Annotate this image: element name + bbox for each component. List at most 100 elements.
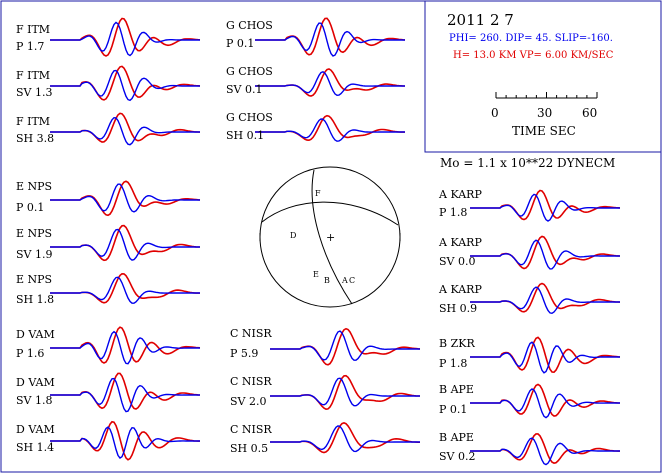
observed-waveform xyxy=(270,374,420,411)
phase-label: SV 0.2 xyxy=(439,450,475,463)
observed-waveform xyxy=(50,326,201,364)
station-label: A KARP xyxy=(438,283,482,296)
station-mark-E: E xyxy=(313,270,319,279)
station-label: E NPS xyxy=(16,180,52,193)
observed-waveform xyxy=(270,422,420,454)
station-label: D VAM xyxy=(16,423,55,436)
station-label: G CHOS xyxy=(226,111,273,124)
phase-label: SV 1.9 xyxy=(16,248,52,261)
waveform-panel xyxy=(470,336,621,374)
observed-waveform xyxy=(50,372,201,410)
observed-waveform xyxy=(470,189,621,221)
scale-label: TIME SEC xyxy=(512,124,576,138)
station-mark-C: C xyxy=(349,276,355,285)
observed-waveform xyxy=(50,17,201,57)
synthetic-waveform xyxy=(50,330,200,365)
synthetic-waveform xyxy=(255,71,405,97)
observed-waveform xyxy=(470,235,621,270)
observed-waveform xyxy=(50,272,200,304)
phase-label: SV 0.1 xyxy=(226,83,262,96)
phase-label: P 1.8 xyxy=(439,357,467,370)
phase-label: SH 3.8 xyxy=(16,132,54,145)
synthetic-waveform xyxy=(50,116,200,146)
waveform-panel xyxy=(470,189,621,222)
synthetic-waveform xyxy=(50,228,200,261)
waveform-panel xyxy=(270,422,420,454)
station-label: A KARP xyxy=(438,188,482,201)
synthetic-waveform xyxy=(270,377,420,407)
observed-waveform xyxy=(50,180,201,217)
observed-waveform xyxy=(255,114,405,142)
synthetic-waveform xyxy=(255,118,405,142)
scale-tick-30: 30 xyxy=(537,106,552,120)
station-label: G CHOS xyxy=(226,19,273,32)
station-label: F ITM xyxy=(16,69,50,82)
waveform-panel xyxy=(270,327,421,366)
seismic-moment: Mo = 1.1 x 10**22 DYNECM xyxy=(440,156,615,170)
phase-label: P 0.1 xyxy=(439,403,467,416)
station-label: E NPS xyxy=(16,227,52,240)
phase-label: SV 1.8 xyxy=(16,394,52,407)
station-label: B APE xyxy=(439,383,474,396)
nodal-plane-1 xyxy=(261,201,399,226)
synthetic-waveform xyxy=(50,183,200,213)
phase-label: SH 1.4 xyxy=(16,441,54,454)
phase-label: SH 1.8 xyxy=(16,293,54,306)
synthetic-waveform xyxy=(470,341,620,374)
waveform-panel xyxy=(50,272,200,304)
synthetic-waveform xyxy=(470,193,620,222)
synthetic-waveform xyxy=(270,330,420,361)
focal-mechanism-beachball: + F D E B A C xyxy=(259,166,401,308)
station-label: C NISR xyxy=(230,423,272,436)
station-label: D VAM xyxy=(16,376,55,389)
event-date: 2011 2 7 xyxy=(447,11,514,29)
phase-label: SV 2.0 xyxy=(230,395,266,408)
synthetic-waveform xyxy=(50,21,200,57)
waveform-panel xyxy=(50,326,201,365)
waveform-panel xyxy=(255,114,405,142)
waveform-panel xyxy=(470,433,620,466)
phase-label: SH 0.1 xyxy=(226,129,264,142)
depth-velocity: H= 13.0 KM VP= 6.00 KM/SEC xyxy=(453,50,614,61)
station-label: F ITM xyxy=(16,115,50,128)
waveform-panel xyxy=(255,68,405,97)
waveform-panel xyxy=(50,224,200,262)
waveform-panel xyxy=(270,374,420,411)
station-mark-A: A xyxy=(341,276,348,285)
waveform-panel xyxy=(470,282,621,315)
observed-waveform xyxy=(470,282,621,313)
station-label: A KARP xyxy=(438,236,482,249)
observed-waveform xyxy=(50,224,200,262)
synthetic-waveform xyxy=(255,22,405,57)
station-label: D VAM xyxy=(16,328,55,341)
nodal-plane-2 xyxy=(311,169,353,305)
station-mark-F: F xyxy=(315,189,321,198)
waveform-panel xyxy=(50,180,201,217)
synthetic-waveform xyxy=(470,388,620,419)
panel-labels: F ITM P 1.7 F ITM SV 1.3 F ITM SH 3.8 G … xyxy=(16,19,482,463)
phase-label: P 5.9 xyxy=(230,347,258,360)
observed-waveform xyxy=(470,336,621,374)
waveform-panel xyxy=(50,65,201,102)
phase-label: SV 0.0 xyxy=(439,255,475,268)
station-mark-B: B xyxy=(324,276,330,285)
synthetic-waveform xyxy=(50,426,200,459)
pole-center-mark: + xyxy=(326,231,335,244)
phase-label: P 1.8 xyxy=(439,206,467,219)
phase-label: P 1.7 xyxy=(16,40,44,53)
phase-label: SH 0.5 xyxy=(230,442,268,455)
phase-label: P 0.1 xyxy=(226,37,254,50)
station-label: C NISR xyxy=(230,375,272,388)
station-label: C NISR xyxy=(230,327,272,340)
waveform-panel xyxy=(50,17,201,57)
waveform-panel xyxy=(255,17,406,57)
phase-label: P 0.1 xyxy=(16,201,44,214)
station-label: B ZKR xyxy=(439,337,475,350)
station-label: E NPS xyxy=(16,273,52,286)
waveform-panel xyxy=(470,383,620,419)
fault-params: PHI= 260. DIP= 45. SLIP=-160. xyxy=(449,33,613,44)
synthetic-waveform xyxy=(470,286,620,315)
waveform-panel xyxy=(50,112,201,146)
observed-waveform xyxy=(470,433,620,464)
